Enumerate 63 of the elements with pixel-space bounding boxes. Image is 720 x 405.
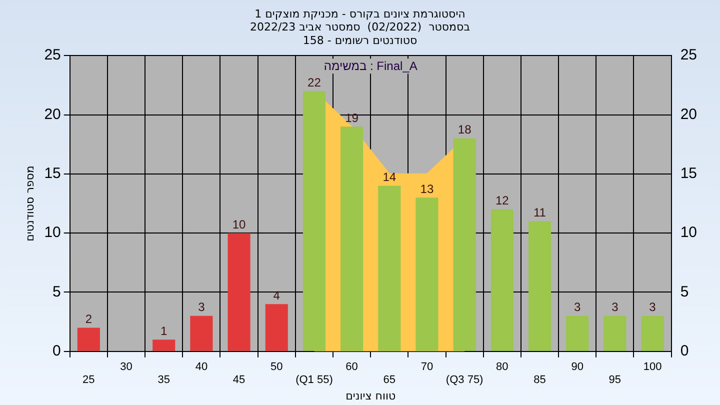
bar — [152, 340, 176, 351]
y-tick-label: 10 — [44, 224, 61, 242]
chart-title: היסטוגרמת ציונים בקורס - מכניקת מוצקים 1 — [254, 7, 466, 20]
x-tick-label: 45 — [232, 374, 246, 386]
data-label: 19 — [345, 110, 359, 125]
data-label: 3 — [198, 300, 206, 314]
bar — [641, 316, 664, 351]
x-tick-label: 25 — [82, 374, 95, 386]
data-label: 4 — [273, 288, 280, 302]
data-label: 3 — [574, 300, 581, 314]
x-tick-label: 95 — [608, 374, 622, 386]
data-label: 2 — [85, 312, 92, 326]
data-label: 14 — [382, 170, 396, 184]
data-label: 11 — [534, 206, 546, 220]
bar — [566, 316, 589, 351]
y-tick-label: 20 — [44, 106, 61, 123]
y-tick-label: 15 — [44, 165, 61, 182]
x-tick-label: 90 — [571, 361, 584, 374]
x-tick-label: 60 — [346, 361, 358, 374]
x-tick-label: 85 — [534, 374, 546, 386]
x-tick-label: 65 — [383, 374, 396, 386]
bar — [77, 328, 100, 351]
y2-tick-label: 25 — [680, 46, 698, 64]
bar — [265, 304, 288, 351]
bar — [302, 91, 326, 351]
x-tick-label: 70 — [420, 361, 434, 374]
y-tick-label: 25 — [44, 46, 61, 64]
y2-tick-label: 20 — [680, 106, 698, 123]
annotation: במשימה : Final_A — [324, 58, 418, 73]
data-label: 22 — [308, 75, 322, 90]
bar — [453, 138, 476, 351]
data-label: 13 — [420, 182, 434, 196]
x-tick-label: (Q1 55) — [296, 374, 333, 386]
y-axis-title: מספר סטודנטים — [23, 166, 36, 242]
y2-tick-label: 5 — [680, 283, 689, 300]
bar — [190, 316, 213, 351]
x-tick-label: 50 — [270, 361, 283, 374]
bar — [378, 186, 401, 351]
data-label: 12 — [495, 194, 510, 208]
bar — [490, 209, 514, 351]
x-tick-label: 40 — [195, 361, 208, 374]
data-label: 3 — [612, 300, 619, 314]
y2-tick-label: 0 — [680, 342, 689, 360]
x-tick-label: 30 — [120, 361, 132, 374]
bar — [604, 316, 626, 351]
chart-subtitle: בסמסטר (02/2022) סמסטר אביב 2022/23 סטודנטים רשומים - 158 — [250, 20, 470, 47]
data-label: 1 — [160, 324, 168, 338]
x-axis-title: טווח ציונים — [346, 389, 396, 402]
data-label: 18 — [458, 122, 472, 137]
x-tick-label: 80 — [496, 361, 508, 374]
x-tick-label: (Q3 75) — [446, 374, 484, 386]
bar — [228, 233, 250, 351]
bar — [416, 198, 438, 351]
y2-tick-label: 10 — [680, 224, 698, 242]
data-label: 10 — [232, 217, 246, 232]
x-tick-label: 35 — [158, 374, 170, 386]
x-tick-label: 100 — [643, 361, 662, 374]
y-tick-label: 5 — [52, 283, 61, 300]
data-label: 3 — [649, 300, 656, 314]
y2-tick-label: 15 — [680, 165, 698, 182]
bar — [528, 221, 552, 351]
bar — [340, 126, 364, 351]
y-tick-label: 0 — [52, 342, 61, 360]
